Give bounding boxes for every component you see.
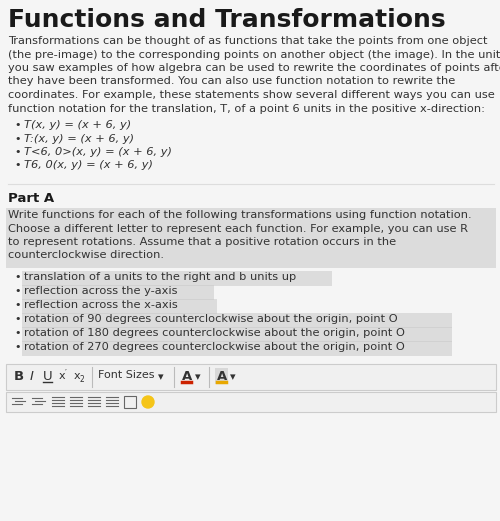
FancyBboxPatch shape bbox=[22, 285, 214, 300]
Text: rotation of 270 degrees counterclockwise about the origin, point O: rotation of 270 degrees counterclockwise… bbox=[24, 342, 405, 352]
Text: •: • bbox=[14, 147, 20, 157]
Text: B: B bbox=[14, 370, 24, 383]
Text: (the pre-image) to the corresponding points on another object (the image). In th: (the pre-image) to the corresponding poi… bbox=[8, 49, 500, 59]
Text: •: • bbox=[14, 286, 20, 296]
FancyBboxPatch shape bbox=[22, 271, 332, 286]
Text: Font Sizes: Font Sizes bbox=[98, 370, 154, 380]
Text: •: • bbox=[14, 328, 20, 338]
Text: counterclockwise direction.: counterclockwise direction. bbox=[8, 251, 164, 260]
Text: •: • bbox=[14, 160, 20, 170]
Text: ▾: ▾ bbox=[158, 372, 164, 382]
Text: Part A: Part A bbox=[8, 192, 54, 205]
Text: Transformations can be thought of as functions that take the points from one obj: Transformations can be thought of as fun… bbox=[8, 36, 488, 46]
Text: U: U bbox=[43, 370, 52, 383]
Text: reflection across the y-axis: reflection across the y-axis bbox=[24, 286, 178, 296]
Text: A: A bbox=[182, 370, 192, 383]
Text: reflection across the x-axis: reflection across the x-axis bbox=[24, 300, 178, 310]
FancyBboxPatch shape bbox=[6, 392, 496, 412]
Text: •: • bbox=[14, 300, 20, 310]
FancyBboxPatch shape bbox=[22, 327, 452, 341]
FancyBboxPatch shape bbox=[215, 368, 228, 384]
Text: coordinates. For example, these statements show several different ways you can u: coordinates. For example, these statemen… bbox=[8, 90, 495, 100]
Circle shape bbox=[142, 396, 154, 408]
Text: rotation of 90 degrees counterclockwise about the origin, point O: rotation of 90 degrees counterclockwise … bbox=[24, 314, 398, 324]
Text: x: x bbox=[74, 371, 80, 381]
Text: ▾: ▾ bbox=[230, 372, 235, 382]
Text: •: • bbox=[14, 133, 20, 143]
FancyBboxPatch shape bbox=[6, 208, 496, 268]
Bar bbox=[124, 396, 136, 408]
Text: ▾: ▾ bbox=[195, 372, 200, 382]
Text: T6, 0(x, y) = (x + 6, y): T6, 0(x, y) = (x + 6, y) bbox=[24, 160, 153, 170]
Text: function notation for the translation, T, of a point 6 units in the positive x-d: function notation for the translation, T… bbox=[8, 104, 485, 114]
Text: to represent rotations. Assume that a positive rotation occurs in the: to represent rotations. Assume that a po… bbox=[8, 237, 396, 247]
FancyBboxPatch shape bbox=[22, 313, 452, 328]
FancyBboxPatch shape bbox=[22, 299, 217, 314]
Text: Write functions for each of the following transformations using function notatio: Write functions for each of the followin… bbox=[8, 210, 471, 220]
FancyBboxPatch shape bbox=[22, 341, 452, 355]
Text: •: • bbox=[14, 120, 20, 130]
Text: A: A bbox=[217, 370, 227, 383]
Text: they have been transformed. You can also use function notation to rewrite the: they have been transformed. You can also… bbox=[8, 77, 455, 86]
Text: ′: ′ bbox=[65, 369, 67, 378]
Text: T(x, y) = (x + 6, y): T(x, y) = (x + 6, y) bbox=[24, 120, 131, 130]
Text: I: I bbox=[30, 370, 34, 383]
Text: you saw examples of how algebra can be used to rewrite the coordinates of points: you saw examples of how algebra can be u… bbox=[8, 63, 500, 73]
Text: Choose a different letter to represent each function. For example, you can use R: Choose a different letter to represent e… bbox=[8, 224, 468, 233]
Text: translation of a units to the right and b units up: translation of a units to the right and … bbox=[24, 272, 296, 282]
Text: rotation of 180 degrees counterclockwise about the origin, point O: rotation of 180 degrees counterclockwise… bbox=[24, 328, 405, 338]
Text: •: • bbox=[14, 272, 20, 282]
Text: T:(x, y) = (x + 6, y): T:(x, y) = (x + 6, y) bbox=[24, 133, 134, 143]
Text: 2: 2 bbox=[80, 375, 85, 384]
Text: x: x bbox=[59, 371, 66, 381]
Text: Functions and Transformations: Functions and Transformations bbox=[8, 8, 446, 32]
Text: T<6, 0>(x, y) = (x + 6, y): T<6, 0>(x, y) = (x + 6, y) bbox=[24, 147, 172, 157]
Text: •: • bbox=[14, 342, 20, 352]
Text: •: • bbox=[14, 314, 20, 324]
FancyBboxPatch shape bbox=[6, 364, 496, 390]
